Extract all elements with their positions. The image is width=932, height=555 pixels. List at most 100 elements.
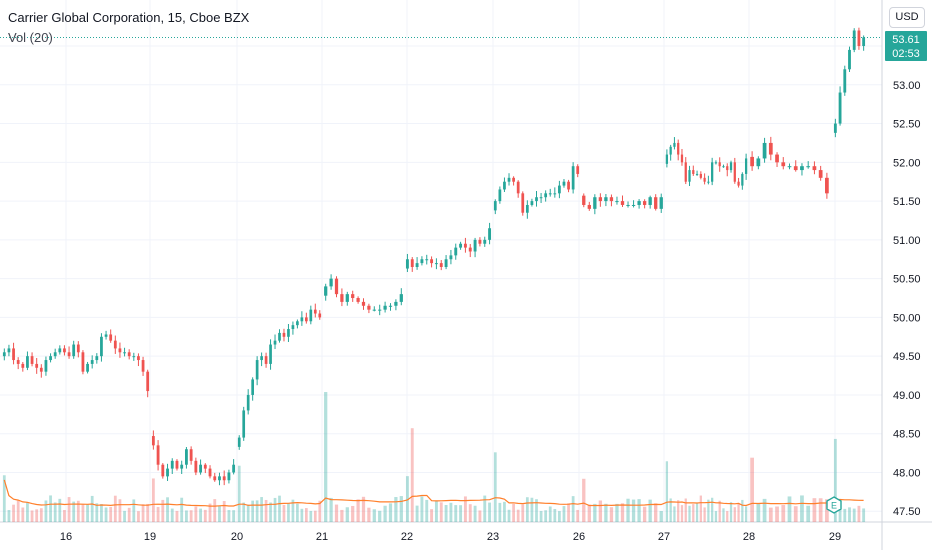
candle-body bbox=[383, 305, 387, 310]
candle-body bbox=[609, 197, 614, 202]
candle-body bbox=[620, 201, 625, 205]
candle-body bbox=[246, 394, 250, 411]
volume-bar bbox=[420, 496, 424, 522]
earnings-badge-icon[interactable]: E bbox=[826, 496, 842, 514]
volume-bar bbox=[7, 510, 11, 522]
candle-body bbox=[722, 166, 725, 168]
candle-body bbox=[756, 158, 761, 167]
candle-body bbox=[255, 360, 259, 380]
x-tick-label: 28 bbox=[743, 531, 755, 543]
candle-body bbox=[818, 170, 823, 178]
candle-body bbox=[812, 166, 817, 171]
volume-bar bbox=[166, 497, 169, 522]
candle-body bbox=[648, 197, 652, 205]
volume-bar bbox=[180, 497, 184, 522]
volume-bar bbox=[852, 508, 856, 522]
y-tick-label: 50.50 bbox=[893, 274, 921, 286]
candle-body bbox=[151, 436, 155, 446]
candle-body bbox=[372, 309, 376, 311]
candle-body bbox=[313, 309, 317, 314]
candle-body bbox=[459, 243, 463, 248]
candle-body bbox=[781, 162, 786, 167]
candle-body bbox=[768, 142, 773, 155]
candle-body bbox=[673, 142, 676, 147]
volume-bar bbox=[468, 504, 472, 522]
candle-body bbox=[535, 197, 538, 202]
volume-bar bbox=[63, 509, 66, 522]
volume-bar bbox=[637, 499, 641, 522]
candle-body bbox=[544, 193, 548, 198]
candle-body bbox=[703, 177, 706, 182]
candle-body bbox=[63, 348, 66, 353]
currency-button[interactable]: USD bbox=[889, 7, 925, 28]
candle-body bbox=[631, 204, 636, 206]
symbol-title[interactable]: Carrier Global Corporation, 15, Cboe BZX bbox=[8, 10, 250, 25]
volume-bar bbox=[669, 498, 672, 522]
volume-bar bbox=[203, 509, 207, 522]
volume-indicator-label[interactable]: Vol (20) bbox=[8, 30, 53, 45]
volume-bar bbox=[454, 505, 458, 522]
volume-bar bbox=[750, 457, 754, 522]
volume-bar bbox=[356, 499, 360, 522]
volume-bar bbox=[175, 510, 179, 522]
candle-body bbox=[329, 278, 333, 287]
candle-body bbox=[454, 247, 458, 256]
candle-body bbox=[525, 204, 529, 213]
y-tick-label: 47.50 bbox=[893, 506, 921, 518]
candle-body bbox=[843, 69, 847, 93]
candle-body bbox=[305, 317, 308, 322]
candle-body bbox=[775, 154, 779, 163]
candle-body bbox=[269, 344, 272, 364]
volume-bar bbox=[800, 495, 804, 522]
x-tick-label: 20 bbox=[231, 531, 243, 543]
candle-body bbox=[833, 123, 837, 133]
volume-bar bbox=[30, 510, 34, 522]
candle-body bbox=[425, 259, 429, 261]
candle-body bbox=[444, 259, 448, 267]
volume-bar bbox=[684, 498, 687, 522]
volume-bar bbox=[516, 509, 520, 522]
candle-body bbox=[309, 309, 313, 322]
candle-body bbox=[838, 92, 842, 124]
volume-bar bbox=[246, 504, 250, 522]
volume-bar bbox=[269, 502, 272, 522]
volume-bar bbox=[699, 495, 702, 522]
volume-bar bbox=[324, 392, 328, 522]
candle-body bbox=[7, 348, 11, 353]
candle-body bbox=[218, 476, 221, 481]
volume-bar bbox=[741, 499, 744, 522]
volume-bar bbox=[582, 478, 586, 522]
volume-bar bbox=[255, 500, 259, 522]
candle-body bbox=[692, 170, 695, 174]
volume-bar bbox=[132, 499, 136, 522]
volume-bar bbox=[857, 505, 861, 522]
candle-body bbox=[415, 263, 419, 267]
candle-body bbox=[714, 162, 718, 164]
volume-bar bbox=[525, 497, 529, 522]
volume-bar bbox=[756, 503, 761, 522]
candle-body bbox=[598, 197, 603, 202]
volume-bar bbox=[707, 499, 710, 522]
volume-bar bbox=[260, 497, 263, 522]
candle-body bbox=[76, 344, 80, 353]
bar-countdown: 02:53 bbox=[892, 48, 920, 60]
volume-bar bbox=[787, 496, 792, 522]
candle-body bbox=[222, 476, 226, 481]
volume-bar bbox=[539, 510, 543, 522]
candle-body bbox=[615, 201, 619, 203]
volume-bar bbox=[439, 502, 443, 522]
candle-body bbox=[278, 332, 281, 341]
y-tick-label: 49.00 bbox=[893, 390, 921, 402]
volume-bar bbox=[659, 511, 663, 522]
volume-bar bbox=[722, 508, 725, 522]
candle-body bbox=[530, 201, 534, 205]
candle-body bbox=[680, 154, 684, 163]
candle-body bbox=[718, 162, 721, 167]
volume-bar bbox=[626, 498, 630, 522]
volume-bar bbox=[593, 503, 597, 522]
volume-bar bbox=[434, 501, 438, 522]
volume-bar bbox=[291, 499, 295, 522]
volume-bar bbox=[862, 508, 866, 522]
y-tick-label: 50.00 bbox=[893, 312, 921, 324]
